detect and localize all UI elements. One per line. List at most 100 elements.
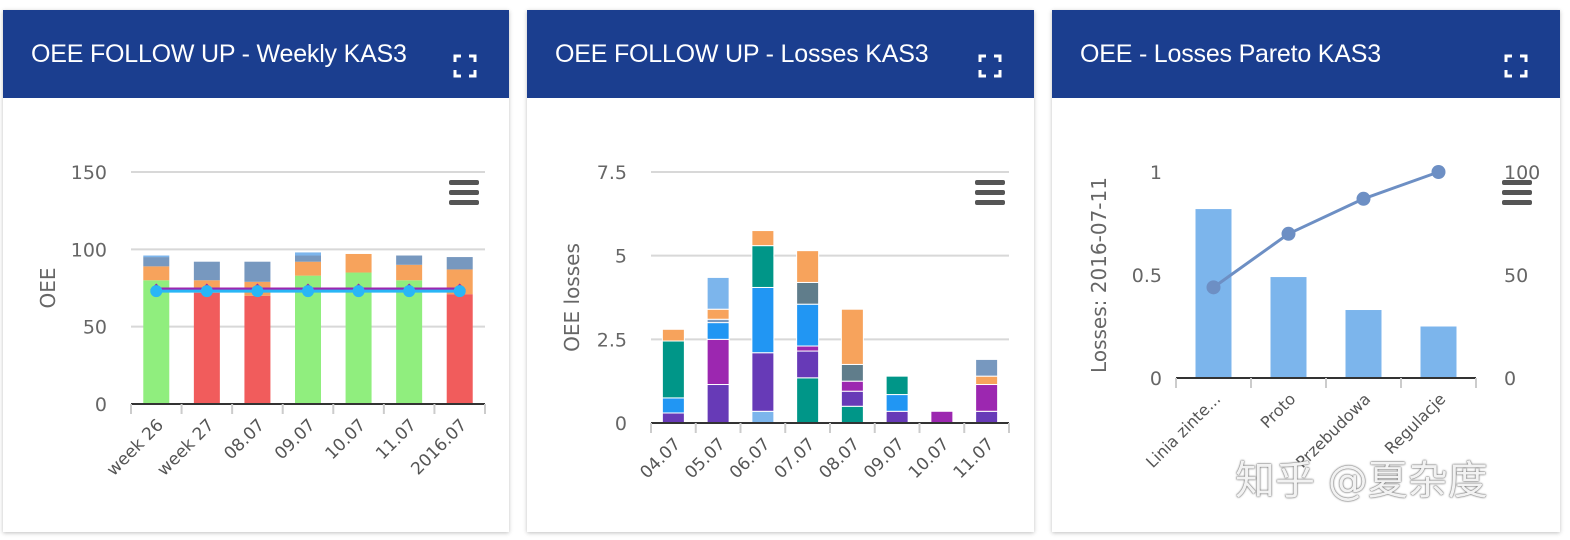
loss-segment xyxy=(885,410,909,424)
x-tick-label: Regulacje xyxy=(1381,389,1450,458)
y-tick-label: 0 xyxy=(615,413,627,435)
oee-average-marker xyxy=(453,285,466,298)
panel-header: OEE - Losses Pareto KAS3 xyxy=(1052,10,1560,98)
loss-segment xyxy=(143,255,170,258)
cumulative-line xyxy=(1212,170,1440,289)
x-tick-label: 04.07 xyxy=(636,434,685,483)
y-tick-label: 0 xyxy=(95,394,107,416)
x-tick-label: 10.07 xyxy=(905,434,954,483)
loss-segment xyxy=(930,410,954,424)
losses-pareto-chart: 0 0.5 1 0 50 100 Losses: 2016-07-11 Linia zinte… xyxy=(1087,162,1540,472)
x-tick-label: 08.07 xyxy=(815,434,864,483)
hamburger-menu-icon[interactable] xyxy=(975,180,1005,205)
x-tick-label: Przebudowa xyxy=(1292,389,1374,471)
loss-segment xyxy=(706,384,730,424)
menu-icon-bar xyxy=(449,200,479,205)
y-tick-label: 0 xyxy=(1150,368,1162,390)
menu-icon-bar xyxy=(975,200,1005,205)
menu-icon-bar xyxy=(1502,190,1532,195)
expand-icon[interactable] xyxy=(1504,54,1528,78)
loss-segment xyxy=(751,410,775,424)
loss-segment xyxy=(975,384,999,412)
loss-segment xyxy=(143,266,170,281)
pareto-bar xyxy=(1270,277,1307,378)
oee-bar xyxy=(446,294,473,404)
x-tick-label: 10.07 xyxy=(322,415,371,464)
oee-average-marker xyxy=(150,285,163,298)
oee-bar xyxy=(244,295,271,404)
menu-icon-bar xyxy=(449,190,479,195)
panel-header: OEE FOLLOW UP - Losses KAS3 xyxy=(527,10,1034,98)
y-tick-label: 50 xyxy=(83,317,107,339)
menu-icon-bar xyxy=(449,180,479,185)
loss-segment xyxy=(975,410,999,424)
loss-segment xyxy=(751,245,775,288)
menu-icon-bar xyxy=(1502,200,1532,205)
loss-segment xyxy=(396,264,423,281)
loss-segment xyxy=(706,308,730,320)
x-tick-label: Proto xyxy=(1257,389,1300,432)
loss-segment xyxy=(295,252,321,256)
loss-segment xyxy=(840,390,864,407)
expand-icon[interactable] xyxy=(453,54,477,78)
oee-average-marker xyxy=(200,285,213,298)
oee-average-marker xyxy=(302,285,314,298)
panel-title: OEE FOLLOW UP - Losses KAS3 xyxy=(555,40,929,68)
loss-segment xyxy=(840,363,864,382)
loss-segment xyxy=(975,375,999,386)
loss-segment xyxy=(796,250,820,283)
x-tick-label: 08.07 xyxy=(220,415,269,464)
loss-segment xyxy=(706,318,730,324)
x-tick-label: 09.07 xyxy=(860,434,909,483)
cumulative-marker xyxy=(1356,191,1371,206)
panel-header: OEE FOLLOW UP - Weekly KAS3 xyxy=(3,10,509,98)
cumulative-marker xyxy=(1281,226,1296,241)
loss-segment xyxy=(345,253,372,273)
loss-segment xyxy=(840,405,864,424)
loss-segment xyxy=(840,308,864,365)
y-tick-label: 2.5 xyxy=(597,329,627,351)
y-tick-label: 7.5 xyxy=(597,162,627,184)
menu-icon-bar xyxy=(975,190,1005,195)
oee-losses-panel: OEE FOLLOW UP - Losses KAS3 0 2.5 5 7.5 OEE … xyxy=(527,10,1034,532)
loss-segment xyxy=(193,261,220,281)
panel-title: OEE FOLLOW UP - Weekly KAS3 xyxy=(31,40,407,68)
menu-icon-bar xyxy=(975,180,1005,185)
loss-segment xyxy=(661,412,685,424)
loss-segment xyxy=(796,281,820,305)
x-tick-label: 09.07 xyxy=(271,415,320,464)
x-tick-label: 11.07 xyxy=(950,434,999,483)
hamburger-menu-icon[interactable] xyxy=(1502,180,1532,205)
loss-segment xyxy=(295,261,321,276)
loss-segment xyxy=(840,380,864,392)
y-tick-label: 100 xyxy=(71,239,107,261)
loss-segment xyxy=(244,261,271,282)
x-tick-label: 07.07 xyxy=(771,434,820,483)
y-axis-title: Losses: 2016-07-11 xyxy=(1087,177,1111,373)
loss-segment xyxy=(706,276,730,310)
cumulative-marker xyxy=(1431,165,1446,179)
y-tick-label: 0.5 xyxy=(1132,265,1162,287)
x-tick-label: 06.07 xyxy=(726,434,775,483)
weekly-oee-panel: OEE FOLLOW UP - Weekly KAS3 0 50 100 150 OEE… xyxy=(3,10,509,532)
x-tick-label: 11.07 xyxy=(372,415,421,464)
loss-segment xyxy=(751,286,775,354)
loss-segment xyxy=(796,303,820,347)
hamburger-menu-icon[interactable] xyxy=(449,180,479,205)
loss-segment xyxy=(796,350,820,379)
oee-bar xyxy=(396,280,423,404)
loss-segment xyxy=(661,397,685,414)
loss-segment xyxy=(661,340,685,399)
y2-tick-label: 0 xyxy=(1504,368,1516,390)
pareto-bar xyxy=(1345,310,1382,378)
loss-segment xyxy=(446,257,473,270)
y-tick-label: 1 xyxy=(1150,162,1162,184)
loss-segment xyxy=(751,230,775,247)
y2-tick-label: 50 xyxy=(1504,265,1528,287)
loss-segment xyxy=(885,375,909,396)
y-axis-title: OEE xyxy=(36,267,60,308)
oee-bar xyxy=(143,280,170,404)
loss-segment xyxy=(706,322,730,340)
y-axis-title: OEE losses xyxy=(560,243,584,352)
expand-icon[interactable] xyxy=(978,54,1002,78)
